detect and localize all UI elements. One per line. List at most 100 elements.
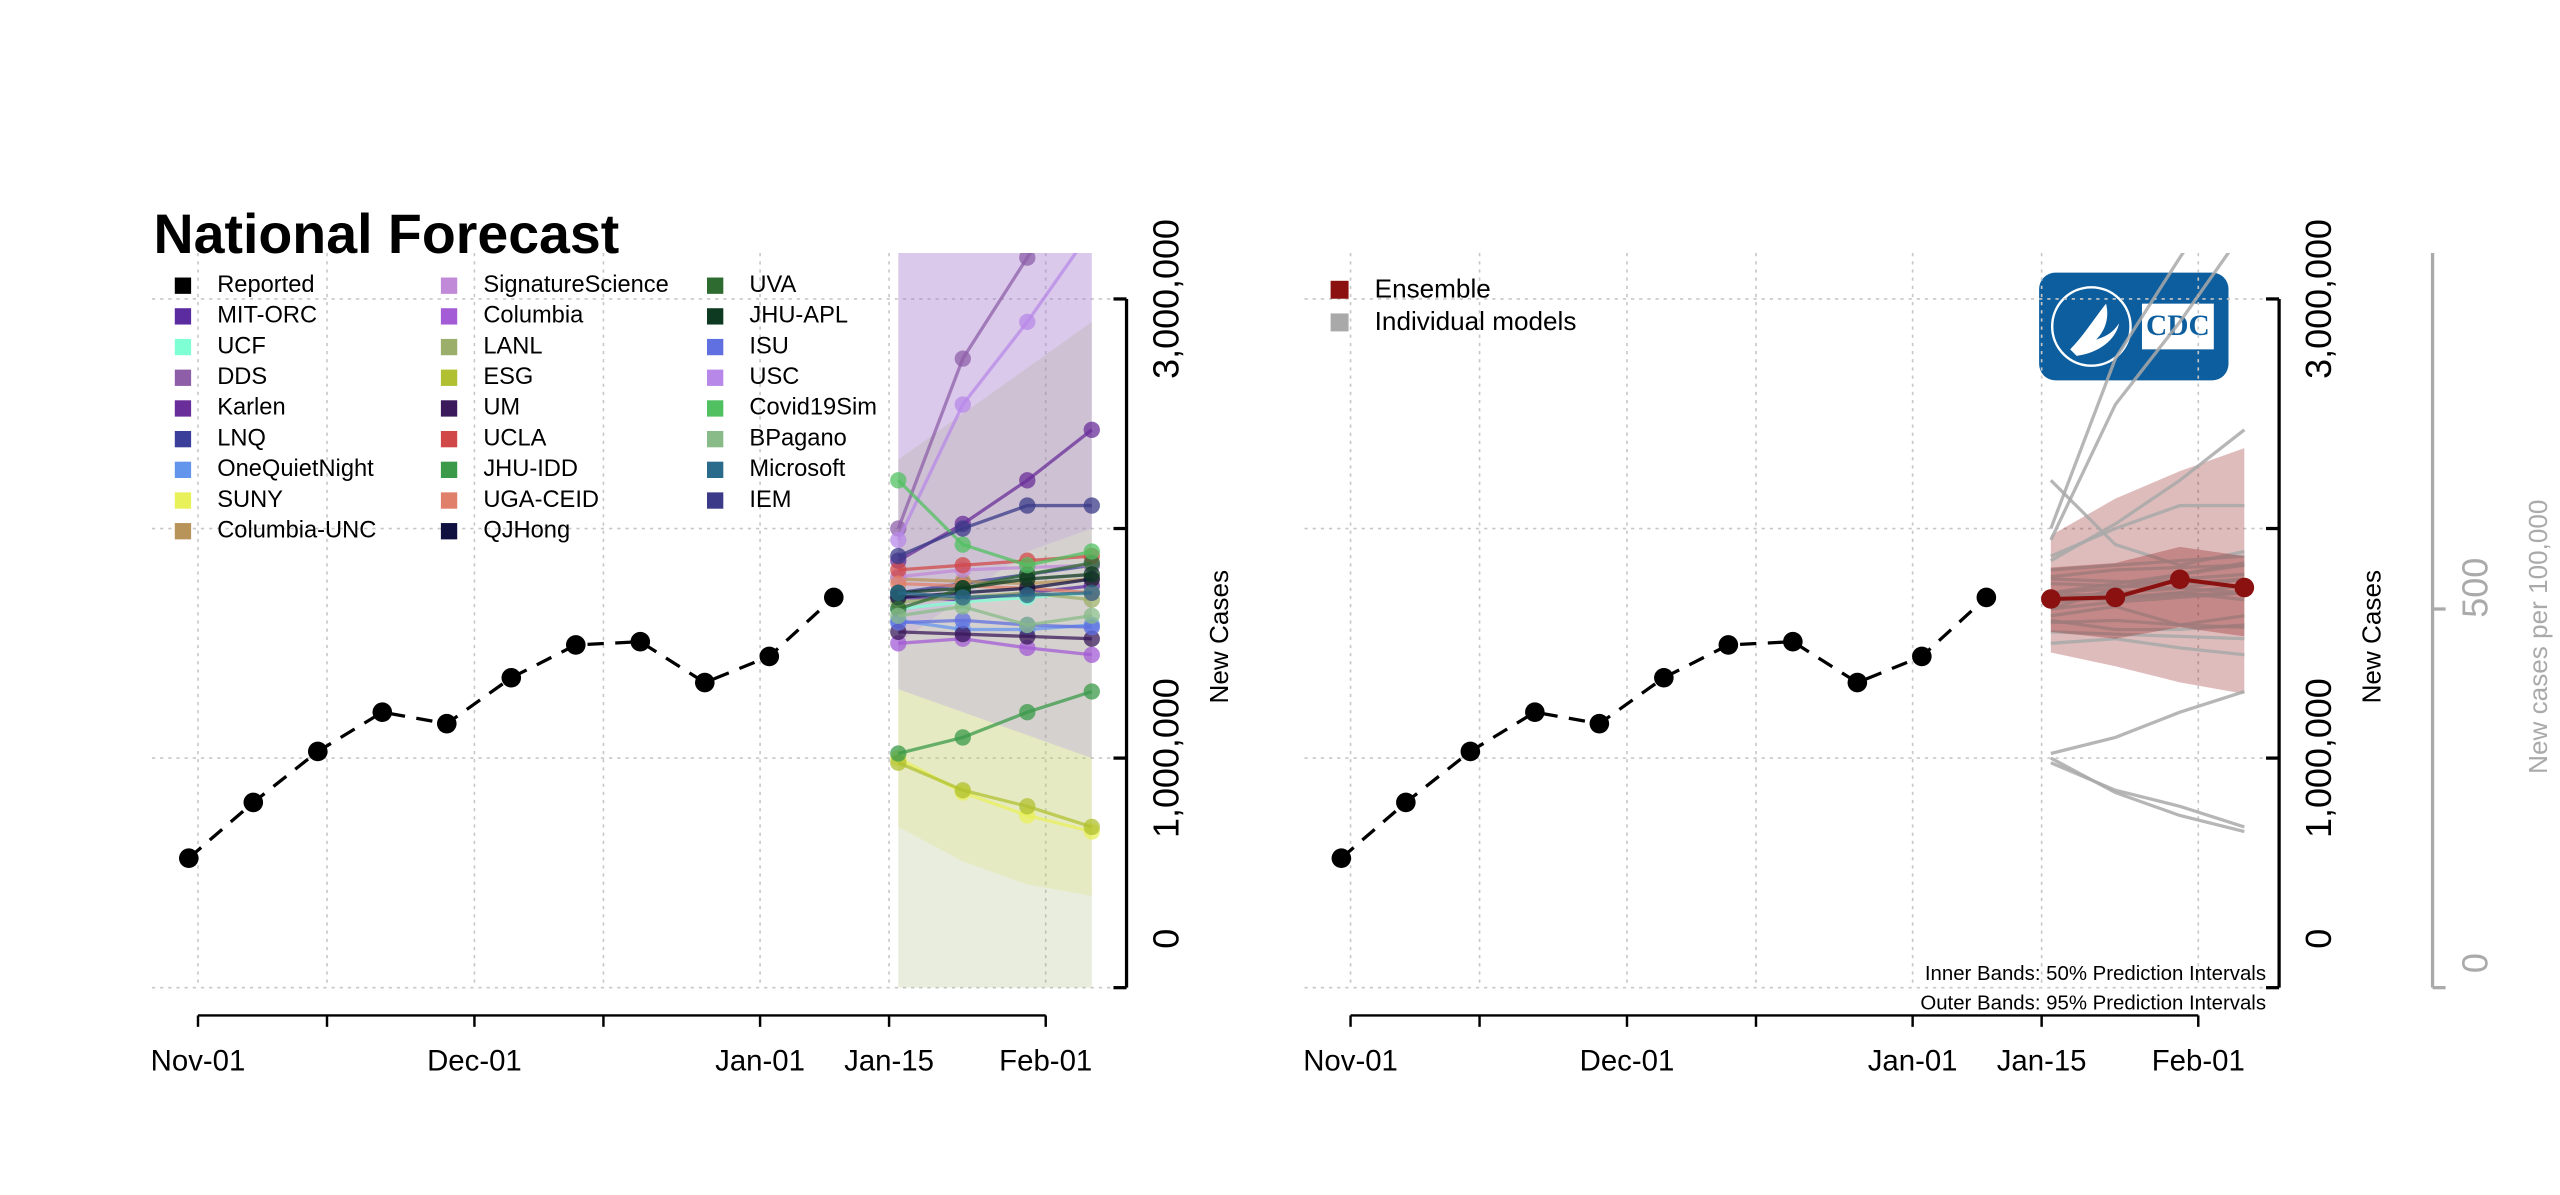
y-tick-label: 1,000,000 <box>2298 678 2339 838</box>
legend-swatch <box>706 492 724 509</box>
legend-label: OneQuietNight <box>217 456 374 482</box>
legend-swatch <box>706 308 724 325</box>
y-axis-title: New Cases <box>2357 570 2387 704</box>
legend-swatch <box>440 277 458 294</box>
model-point <box>1083 554 1100 572</box>
legend-label: LNQ <box>217 425 266 451</box>
model-point <box>954 729 971 746</box>
model-line <box>897 761 1093 829</box>
reported-point <box>1912 646 1932 667</box>
individual-model-line <box>2050 604 2245 627</box>
model-line <box>897 561 1093 611</box>
individual-model-line <box>2050 756 2245 834</box>
y-axis-title: New Cases <box>1204 570 1234 703</box>
model-point <box>890 607 907 624</box>
model-point <box>1019 557 1036 574</box>
reported-point <box>1525 702 1545 722</box>
reported-point <box>1331 848 1352 868</box>
reported-point <box>1396 792 1416 813</box>
legend-label: Columbia-UNC <box>217 517 376 543</box>
individual-model-line <box>2050 637 2245 657</box>
ensemble-point <box>2170 569 2190 590</box>
legend-swatch <box>706 277 724 294</box>
legend-label: UM <box>483 395 520 421</box>
x-tick-label: Jan-15 <box>1997 1045 2087 1078</box>
individual-model-line <box>2050 591 2245 600</box>
legend-swatch <box>706 430 724 448</box>
legend-swatch <box>706 461 724 478</box>
legend-swatch <box>174 308 192 325</box>
chart-title: National Forecast <box>154 203 620 265</box>
logo-seal <box>2050 286 2132 367</box>
legend-label: UGA-CEID <box>483 487 599 513</box>
ensemble-50-interval <box>2050 546 2245 639</box>
model-point <box>1083 607 1100 624</box>
reported-point <box>1589 713 1610 734</box>
legend-label: IEM <box>749 487 791 513</box>
model-point <box>890 584 907 601</box>
legend-swatch <box>174 492 192 509</box>
model-line <box>897 503 1092 558</box>
y2-tick-label: 0 <box>2455 953 2496 973</box>
model-point <box>954 396 971 413</box>
model-point <box>954 520 971 537</box>
ensemble-point <box>2105 587 2126 608</box>
model-point <box>890 561 907 579</box>
model-point <box>1019 639 1036 657</box>
legend-label: LANL <box>483 333 542 359</box>
model-point <box>1083 543 1100 560</box>
model-point <box>890 547 907 565</box>
legend-swatch <box>1330 280 1349 299</box>
legend-label: UVA <box>749 272 796 298</box>
y-tick-label: 3,000,000 <box>2298 219 2339 379</box>
reported-point <box>1847 672 1868 693</box>
model-point <box>954 612 971 629</box>
x-tick-label: Feb-01 <box>999 1045 1092 1078</box>
legend-label: UCF <box>217 333 266 359</box>
legend-label: Karlen <box>217 395 285 421</box>
legend-label: JHU-IDD <box>483 456 578 482</box>
individual-model-line <box>2050 572 2245 595</box>
model-line <box>898 572 1092 595</box>
legend-swatch <box>440 308 458 325</box>
reported-point <box>501 667 522 688</box>
model-line <box>898 591 1092 600</box>
individual-model-line <box>2050 630 2245 641</box>
reported-point <box>436 713 457 734</box>
plot-area <box>1331 253 2255 868</box>
plot-area <box>178 153 1100 988</box>
legend-label: Ensemble <box>1375 273 1491 303</box>
model-point <box>1019 253 1036 266</box>
model-point <box>1083 646 1100 663</box>
legend-label: DDS <box>217 364 267 390</box>
x-tick-label: Dec-01 <box>427 1045 522 1078</box>
legend-label: ESG <box>483 364 533 390</box>
legend-label: BPagano <box>749 425 846 451</box>
model-line <box>898 604 1093 627</box>
legend-swatch <box>174 461 192 478</box>
model-point <box>1084 153 1100 169</box>
model-point <box>1019 313 1036 331</box>
individual-model-line <box>2050 761 2245 829</box>
legend-label: Reported <box>217 272 314 298</box>
legend-swatch <box>174 338 192 356</box>
model-point <box>1084 222 1100 238</box>
logo-eagle <box>2070 303 2120 356</box>
reported-point <box>694 672 715 693</box>
reported-point <box>1783 631 1803 652</box>
model-point <box>1019 472 1036 489</box>
x-tick-label: Nov-01 <box>151 1045 246 1078</box>
model-point <box>1083 683 1100 700</box>
model-point <box>954 557 971 574</box>
legend-label: Covid19Sim <box>749 395 877 421</box>
model-interval <box>898 253 1092 759</box>
individual-model-line <box>2049 253 2231 541</box>
x-tick-label: Feb-01 <box>2152 1045 2245 1078</box>
model-point <box>1083 566 1100 583</box>
legend-swatch <box>440 430 458 448</box>
model-point <box>1083 619 1100 636</box>
legend-swatch <box>174 400 192 417</box>
reported-point <box>823 587 844 608</box>
cdc-logo: CDC <box>2039 272 2229 381</box>
